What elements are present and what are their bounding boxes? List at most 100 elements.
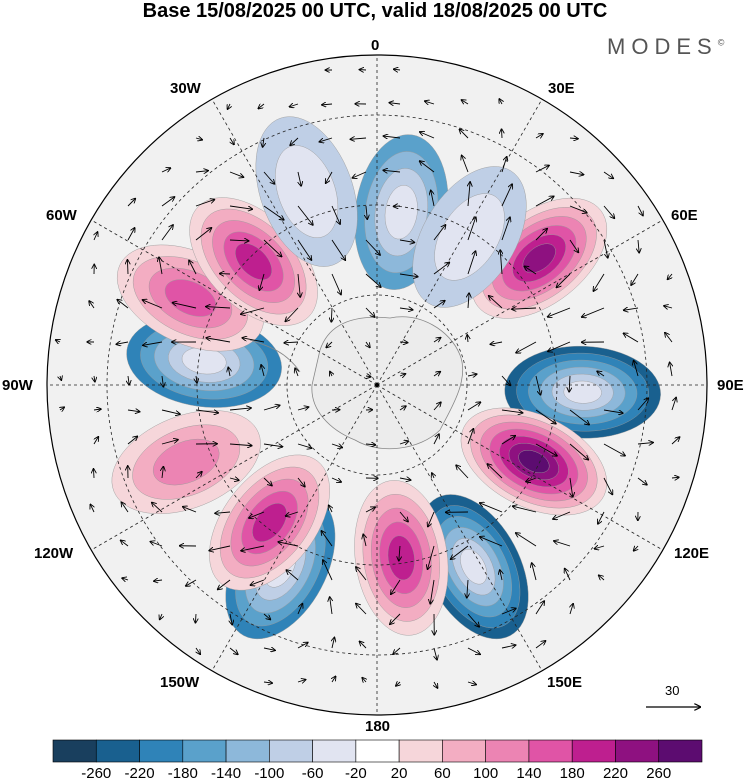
wind-vector: [241, 307, 265, 314]
wind-vector: [93, 437, 98, 445]
wind-vector: [162, 467, 163, 479]
wind-vector: [637, 477, 647, 485]
lon-label-120e: 120E: [674, 545, 710, 562]
wind-vector: [162, 375, 163, 387]
colorbar-swatch: [571, 739, 616, 763]
wind-vector: [624, 308, 639, 310]
contour-band: [164, 279, 217, 317]
wind-vector: [599, 575, 605, 580]
wind-vector: [535, 165, 549, 173]
wind-vector: [352, 171, 367, 178]
wind-vector: [241, 545, 265, 551]
wind-vector: [664, 306, 673, 308]
wind-vector: [467, 335, 468, 343]
wind-vector: [434, 681, 437, 688]
wind-vector: [603, 477, 612, 494]
meridian-line: [211, 99, 378, 386]
wind-vector: [433, 301, 445, 309]
wind-vector: [399, 240, 414, 242]
meridian-line: [376, 219, 663, 386]
wind-vector: [323, 560, 333, 581]
colorbar-tick-label: 100: [473, 765, 499, 782]
wind-vector: [56, 340, 60, 342]
wind-vector: [117, 300, 129, 309]
wind-vector: [526, 477, 537, 482]
wind-vector: [263, 682, 272, 683]
wind-vector: [263, 205, 284, 220]
wind-vector: [329, 505, 332, 513]
wind-vector: [159, 257, 162, 275]
wind-vector: [121, 502, 129, 513]
wind-vector: [399, 274, 418, 277]
colorbar-swatch: [95, 739, 140, 763]
lon-label-60w: 60W: [46, 207, 77, 224]
wind-vector: [467, 647, 480, 654]
wind-vector: [286, 570, 299, 581]
wind-vector: [634, 546, 638, 551]
wind-vector: [462, 100, 469, 104]
wind-vector: [319, 137, 333, 142]
wind-vector: [186, 579, 197, 586]
colorbar-tick-label: -140: [211, 765, 242, 782]
wind-vector: [668, 273, 672, 279]
south-pole-marker: [375, 383, 379, 387]
brand-name: MODES: [607, 34, 718, 59]
wind-vector: [321, 531, 333, 547]
wind-vector: [290, 137, 299, 145]
wind-vector: [569, 375, 570, 392]
wind-vector: [127, 410, 140, 412]
wind-vector: [295, 368, 298, 377]
wind-vector: [229, 647, 238, 654]
wind-vector: [127, 228, 135, 241]
lon-label-180: 180: [365, 718, 391, 735]
wind-vector: [393, 647, 401, 654]
wind-vector: [229, 478, 239, 480]
wind-vector: [215, 512, 231, 513]
wind-vector: [89, 301, 95, 309]
wind-vector: [468, 182, 470, 207]
colorbar-tick-label: -100: [254, 765, 285, 782]
wind-vector: [399, 478, 411, 480]
lon-label-150e: 150E: [547, 674, 583, 691]
chart-title: Base 15/08/2025 00 UTC, valid 18/08/2025…: [142, 0, 608, 22]
wind-vector: [331, 273, 341, 294]
wind-vector: [603, 171, 613, 178]
wind-vector: [122, 578, 129, 580]
wind-vector: [128, 375, 129, 385]
wind-vector: [468, 293, 469, 309]
wind-vector: [383, 170, 401, 172]
colorbar-tick-label: -180: [167, 765, 198, 782]
wind-vector: [512, 308, 537, 309]
wind-vector: [501, 436, 515, 445]
wind-vector: [189, 261, 197, 275]
wind-vector: [535, 375, 541, 395]
wind-vector: [389, 103, 401, 104]
wind-vector: [425, 101, 435, 104]
contour-band: [518, 450, 550, 474]
colorbar-swatch: [312, 739, 357, 763]
wind-vector: [480, 503, 503, 513]
lon-label-30e: 30E: [548, 80, 575, 97]
wind-vector: [570, 477, 573, 497]
wind-vector: [326, 341, 333, 347]
wind-vector: [365, 444, 375, 445]
wind-vector: [390, 613, 401, 624]
wind-vectors: [56, 69, 680, 688]
wind-vector: [326, 171, 333, 183]
wind-vector: [263, 444, 282, 447]
wind-vector: [229, 408, 251, 410]
wind-vector: [60, 376, 61, 380]
wind-vector: [569, 205, 587, 213]
wind-vector: [399, 441, 408, 444]
wind-vector: [362, 678, 366, 682]
wind-vector: [161, 440, 178, 445]
colorbar-swatch: [225, 739, 270, 763]
colorbar-swatch: [398, 739, 443, 763]
wind-vector: [127, 436, 137, 445]
wind-vector: [665, 333, 673, 343]
contour-band: [384, 184, 418, 240]
wind-vector: [467, 251, 475, 275]
wind-vector: [501, 608, 516, 615]
wind-vector: [286, 511, 299, 516]
